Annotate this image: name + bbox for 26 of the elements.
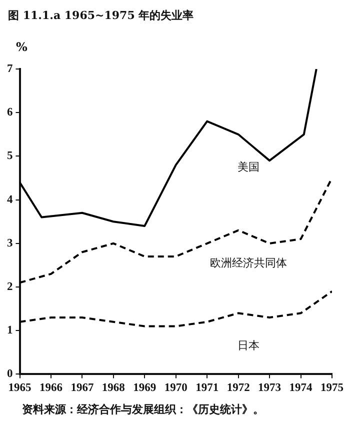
x-tick-label: 1971 [196,382,219,394]
y-tick-label: 6 [7,106,13,119]
chart-title: 图 11.1.a 1965~1975 年的失业率 [8,8,194,23]
y-axis-title: % [16,40,28,54]
x-tick-label: 1965 [8,382,32,394]
series-label: 欧洲经济共同体 [210,256,287,270]
x-tick-label: 1966 [39,382,63,394]
y-tick-label: 3 [7,237,13,250]
text: 日本 [237,339,260,352]
x-tick-label: 1975 [320,382,344,394]
x-tick-label: 1967 [70,382,94,394]
y-tick-label: 2 [7,280,13,293]
x-tick-label: 1974 [289,382,313,394]
y-tick-label: 4 [7,194,13,206]
y-tick-label: 0 [7,368,13,380]
line-series [20,290,332,328]
series-label: 美国 [237,160,260,174]
x-tick-label: 1972 [226,382,250,394]
text: 资料来源：经济合作与发展组织：《历史统计》。 [22,402,264,417]
x-tick-label: 1969 [133,382,156,394]
y-tick-label: 1 [7,324,13,337]
x-tick-label: 1968 [102,382,126,394]
y-tick-label: 5 [7,150,13,162]
x-tick-label: 1973 [258,382,282,394]
x-tick-label: 1970 [164,382,188,394]
y-tick-label: 7 [7,62,13,75]
